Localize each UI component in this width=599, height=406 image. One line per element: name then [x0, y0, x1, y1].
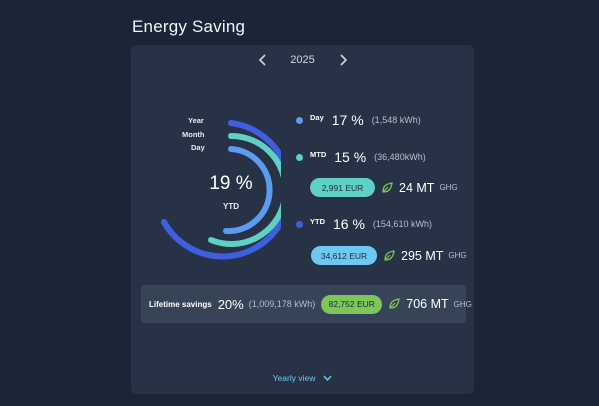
lifetime-kwh: (1,009,178 kWh)	[248, 299, 316, 309]
year-label: 2025	[290, 54, 315, 66]
day-stat-kwh: (1,548 kWh)	[371, 115, 421, 125]
day-stat-name: Day	[310, 112, 324, 122]
yearly-view-label: Yearly view	[272, 373, 316, 383]
leaf-icon	[389, 298, 401, 309]
lifetime-percent: 20%	[217, 296, 244, 312]
chevron-right-icon	[339, 54, 347, 66]
mtd-stat-name: MTD	[310, 149, 327, 159]
day-dot	[296, 116, 303, 124]
ytd-ghg-unit: GHG	[448, 251, 467, 260]
savings-ring-chart: Year Month Day 19 % YTD	[151, 110, 281, 260]
chevron-left-icon	[258, 54, 266, 66]
ytd-dot	[296, 220, 303, 228]
page-title: Energy Saving	[132, 17, 246, 36]
year-navigator: 2025	[131, 53, 474, 67]
ytd-center-percent: 19 %	[209, 173, 253, 194]
mtd-eur-pill: 2,991 EUR	[310, 178, 375, 197]
mtd-dot	[296, 153, 303, 161]
day-stat-percent: 17 %	[331, 112, 364, 128]
yearly-view-link[interactable]: Yearly view	[131, 373, 474, 383]
energy-saving-card: 2025 Year Month Day 19 % YTD Day 17 % (1…	[131, 45, 474, 394]
day-ring	[223, 146, 273, 235]
ring-label-year: Year	[188, 116, 204, 125]
year-ring	[161, 120, 281, 260]
ring-label-month: Month	[182, 130, 205, 139]
leaf-icon	[382, 181, 393, 193]
ytd-eur-pill: 34,612 EUR	[311, 246, 377, 265]
previous-year-button[interactable]	[254, 53, 272, 67]
month-ring	[208, 132, 281, 247]
ytd-stat-percent: 16 %	[333, 216, 365, 232]
ytd-savings-row: 34,612 EUR 295 MT GHG	[311, 246, 467, 265]
lifetime-label: Lifetime savings	[149, 299, 212, 309]
ytd-stat-name: YTD	[310, 216, 325, 226]
ytd-stat-kwh: (154,610 kWh)	[372, 219, 432, 229]
next-year-button[interactable]	[334, 53, 352, 67]
ytd-ghg-value: 295 MT	[401, 248, 444, 263]
lifetime-savings-panel: Lifetime savings 20% (1,009,178 kWh) 82,…	[141, 285, 472, 323]
lifetime-ghg-unit: GHG	[453, 299, 472, 309]
mtd-stat: MTD 15 % (36,480kWh)	[296, 149, 426, 165]
mtd-savings-row: 2,991 EUR 24 MT GHG	[310, 178, 458, 197]
mtd-stat-percent: 15 %	[334, 149, 367, 165]
ytd-stat: YTD 16 % (154,610 kWh)	[296, 216, 432, 232]
mtd-ghg-value: 24 MT	[399, 180, 435, 195]
ytd-center-label: YTD	[223, 202, 239, 211]
lifetime-ghg-value: 706 MT	[406, 297, 449, 311]
mtd-stat-kwh: (36,480kWh)	[374, 152, 426, 162]
leaf-icon	[384, 249, 395, 261]
mtd-ghg-unit: GHG	[439, 183, 458, 192]
chevron-down-icon	[323, 375, 332, 381]
ring-label-day: Day	[191, 143, 205, 152]
day-stat: Day 17 % (1,548 kWh)	[296, 112, 421, 128]
lifetime-eur-pill: 82,752 EUR	[321, 294, 383, 314]
